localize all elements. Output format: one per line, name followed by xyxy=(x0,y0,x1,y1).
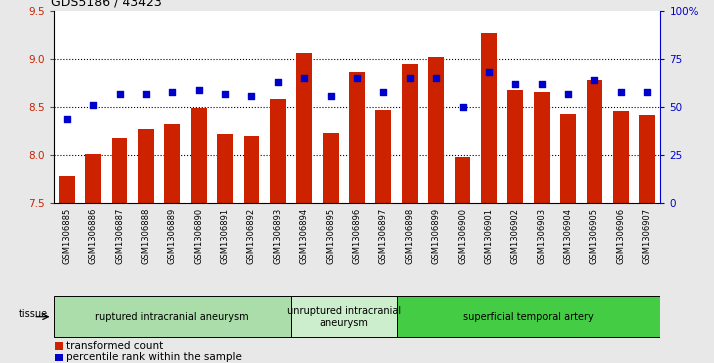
Text: GSM1306899: GSM1306899 xyxy=(432,208,441,264)
Bar xyxy=(243,136,259,203)
Bar xyxy=(560,114,576,203)
Text: GSM1306893: GSM1306893 xyxy=(273,208,282,264)
Text: GSM1306904: GSM1306904 xyxy=(563,208,573,264)
Bar xyxy=(613,111,629,203)
Bar xyxy=(291,296,396,337)
Bar xyxy=(59,176,75,203)
Bar xyxy=(111,138,127,203)
Bar xyxy=(396,296,660,337)
Bar xyxy=(54,296,291,337)
Point xyxy=(219,91,231,97)
Text: GSM1306892: GSM1306892 xyxy=(247,208,256,264)
Bar xyxy=(270,99,286,203)
Bar xyxy=(296,53,312,203)
Text: GSM1306896: GSM1306896 xyxy=(353,208,361,264)
Text: GSM1306887: GSM1306887 xyxy=(115,208,124,264)
Text: ruptured intracranial aneurysm: ruptured intracranial aneurysm xyxy=(96,312,249,322)
Point xyxy=(457,104,468,110)
Bar xyxy=(55,354,63,361)
Point xyxy=(298,75,310,81)
Text: GSM1306901: GSM1306901 xyxy=(484,208,493,264)
Point xyxy=(615,89,627,95)
Point xyxy=(536,81,548,87)
Bar xyxy=(508,90,523,203)
Text: GSM1306888: GSM1306888 xyxy=(141,208,151,264)
Bar xyxy=(138,129,154,203)
Bar xyxy=(85,154,101,203)
Text: GSM1306897: GSM1306897 xyxy=(379,208,388,264)
Point xyxy=(272,79,283,85)
Text: GSM1306903: GSM1306903 xyxy=(537,208,546,264)
Point xyxy=(193,87,204,93)
Point xyxy=(140,91,151,97)
Text: GSM1306886: GSM1306886 xyxy=(89,208,98,264)
Point xyxy=(166,89,178,95)
Bar xyxy=(217,134,233,203)
Text: transformed count: transformed count xyxy=(66,342,164,351)
Point xyxy=(61,116,72,122)
Text: GSM1306889: GSM1306889 xyxy=(168,208,177,264)
Bar xyxy=(402,64,418,203)
Bar xyxy=(639,115,655,203)
Bar xyxy=(349,73,365,203)
Bar xyxy=(481,33,497,203)
Point xyxy=(404,75,416,81)
Bar xyxy=(534,92,550,203)
Point xyxy=(351,75,363,81)
Text: GDS5186 / 43423: GDS5186 / 43423 xyxy=(51,0,161,8)
Text: percentile rank within the sample: percentile rank within the sample xyxy=(66,352,242,362)
Bar xyxy=(428,57,444,203)
Point xyxy=(431,75,442,81)
Text: GSM1306891: GSM1306891 xyxy=(221,208,230,264)
Bar xyxy=(164,125,180,203)
Point xyxy=(378,89,389,95)
Text: GSM1306900: GSM1306900 xyxy=(458,208,467,264)
Point xyxy=(246,93,257,98)
Point xyxy=(114,91,125,97)
Bar xyxy=(55,342,63,350)
Point xyxy=(510,81,521,87)
Point xyxy=(563,91,574,97)
Text: GSM1306894: GSM1306894 xyxy=(300,208,308,264)
Text: GSM1306885: GSM1306885 xyxy=(62,208,71,264)
Text: GSM1306905: GSM1306905 xyxy=(590,208,599,264)
Point xyxy=(483,70,495,76)
Bar xyxy=(323,133,338,203)
Bar xyxy=(376,110,391,203)
Text: GSM1306890: GSM1306890 xyxy=(194,208,203,264)
Bar xyxy=(455,157,471,203)
Point xyxy=(642,89,653,95)
Text: GSM1306895: GSM1306895 xyxy=(326,208,335,264)
Point xyxy=(589,77,600,83)
Bar xyxy=(191,108,206,203)
Text: unruptured intracranial
aneurysm: unruptured intracranial aneurysm xyxy=(287,306,401,327)
Text: GSM1306906: GSM1306906 xyxy=(616,208,625,264)
Text: superficial temporal artery: superficial temporal artery xyxy=(463,312,594,322)
Text: GSM1306907: GSM1306907 xyxy=(643,208,652,264)
Point xyxy=(325,93,336,98)
Bar xyxy=(587,80,603,203)
Point xyxy=(87,102,99,108)
Text: tissue: tissue xyxy=(19,309,48,319)
Text: GSM1306898: GSM1306898 xyxy=(406,208,414,264)
Text: GSM1306902: GSM1306902 xyxy=(511,208,520,264)
